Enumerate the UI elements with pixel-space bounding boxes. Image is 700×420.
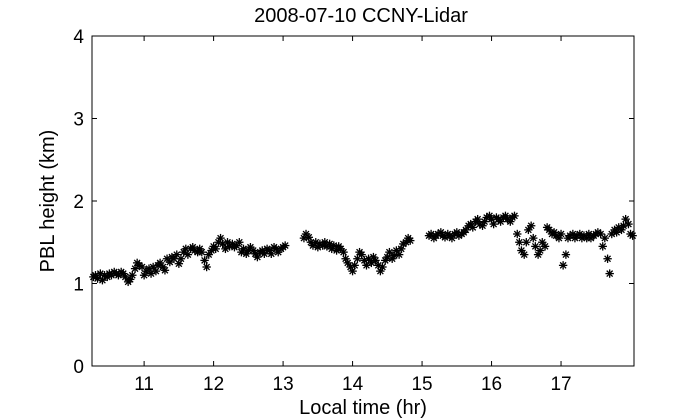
data-point [128, 271, 137, 280]
x-tick-label: 13 [273, 374, 294, 395]
x-tick-label: 12 [203, 374, 224, 395]
data-point [558, 261, 568, 270]
data-point [176, 254, 186, 263]
x-tick-label: 16 [481, 374, 502, 395]
data-point [253, 252, 262, 262]
data-point [522, 238, 531, 247]
data-point [603, 254, 612, 263]
data-point [235, 238, 244, 247]
data-point [605, 269, 614, 278]
data-point [529, 233, 538, 243]
y-tick-label: 0 [73, 357, 84, 378]
chart-title: 2008-07-10 CCNY-Lidar [254, 5, 468, 27]
data-point [350, 261, 359, 270]
data-point [155, 258, 165, 268]
data-point [200, 256, 209, 265]
data-point [160, 266, 170, 275]
y-axis-label: PBL height (km) [37, 130, 59, 273]
data-point [624, 219, 633, 229]
data-point [513, 229, 522, 239]
y-tick-label: 1 [73, 275, 84, 296]
data-point [526, 221, 536, 230]
data-point [561, 250, 571, 259]
data-point [221, 244, 230, 254]
x-tick-label: 14 [342, 374, 364, 395]
y-tick-label: 4 [73, 27, 84, 48]
data-point [406, 236, 415, 245]
data-point [280, 241, 290, 250]
data-point [385, 247, 394, 257]
data-point [496, 217, 505, 226]
data-point [339, 247, 348, 257]
data-point [378, 262, 387, 272]
data-point [600, 233, 610, 243]
y-tick-label: 2 [73, 192, 84, 213]
data-point [598, 242, 607, 251]
data-point [197, 247, 206, 257]
data-point [540, 242, 550, 251]
data-point [264, 246, 274, 255]
data-point [628, 231, 637, 240]
data-point [202, 262, 211, 272]
x-tick-label: 17 [550, 374, 571, 395]
x-tick-label: 11 [134, 374, 154, 395]
y-tick-label: 3 [73, 110, 84, 131]
x-tick-label: 15 [411, 374, 432, 395]
data-point [183, 250, 193, 259]
data-point [520, 250, 529, 259]
x-axis-label: Local time (hr) [299, 397, 427, 419]
data-point [510, 211, 519, 221]
data-point [556, 229, 566, 239]
data-point [211, 244, 220, 254]
